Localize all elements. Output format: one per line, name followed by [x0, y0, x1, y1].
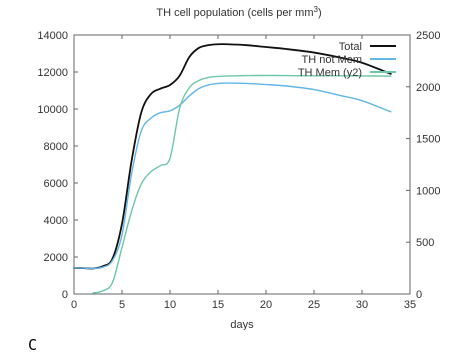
y2-tick-label: 2000 [416, 82, 440, 94]
y-tick-label: 10000 [37, 104, 68, 116]
y2-tick-label: 0 [416, 289, 422, 301]
y-tick-label: 8000 [44, 141, 68, 153]
legend-label-th-mem-y2: TH Mem (y2) [298, 67, 362, 79]
series-line-th-mem-y2 [92, 74, 392, 294]
y-tick-label: 12000 [37, 67, 68, 79]
plot-frame [73, 34, 411, 295]
y-tick-label: 0 [62, 289, 68, 301]
panel-label: C [28, 336, 38, 354]
x-axis-title: days [230, 319, 254, 330]
x-tick-label: 25 [308, 299, 320, 311]
y-tick-label: 6000 [44, 178, 68, 190]
y-tick-label: 14000 [37, 30, 68, 42]
x-tick-label: 5 [119, 299, 125, 311]
x-tick-label: 15 [212, 299, 224, 311]
y2-tick-label: 1500 [416, 134, 440, 146]
y2-tick-label: 2500 [416, 30, 440, 42]
x-tick-label: 35 [404, 299, 416, 311]
chart-title: TH cell population (cells per mm3) [156, 5, 321, 19]
chart: TH cell population (cells per mm3) 0 5 10 1… [37, 5, 440, 330]
series-line-total [73, 43, 392, 270]
y2-tick-label: 1000 [416, 185, 440, 197]
legend-label-th-not-mem: TH not Mem [301, 54, 362, 66]
series-lines [73, 43, 392, 294]
legend-label-total: Total [339, 41, 362, 53]
x-tick-label: 20 [260, 299, 272, 311]
x-tick-label: 30 [356, 299, 368, 311]
axes: 0 5 10 15 20 25 30 3502000400060008000100001200… [37, 30, 440, 311]
y-tick-label: 2000 [44, 252, 68, 264]
y2-tick-label: 500 [416, 237, 434, 249]
y-tick-label: 4000 [44, 215, 68, 227]
series-line-th-not-mem [73, 82, 392, 270]
x-tick-label: 0 [71, 299, 77, 311]
x-tick-label: 10 [164, 299, 176, 311]
